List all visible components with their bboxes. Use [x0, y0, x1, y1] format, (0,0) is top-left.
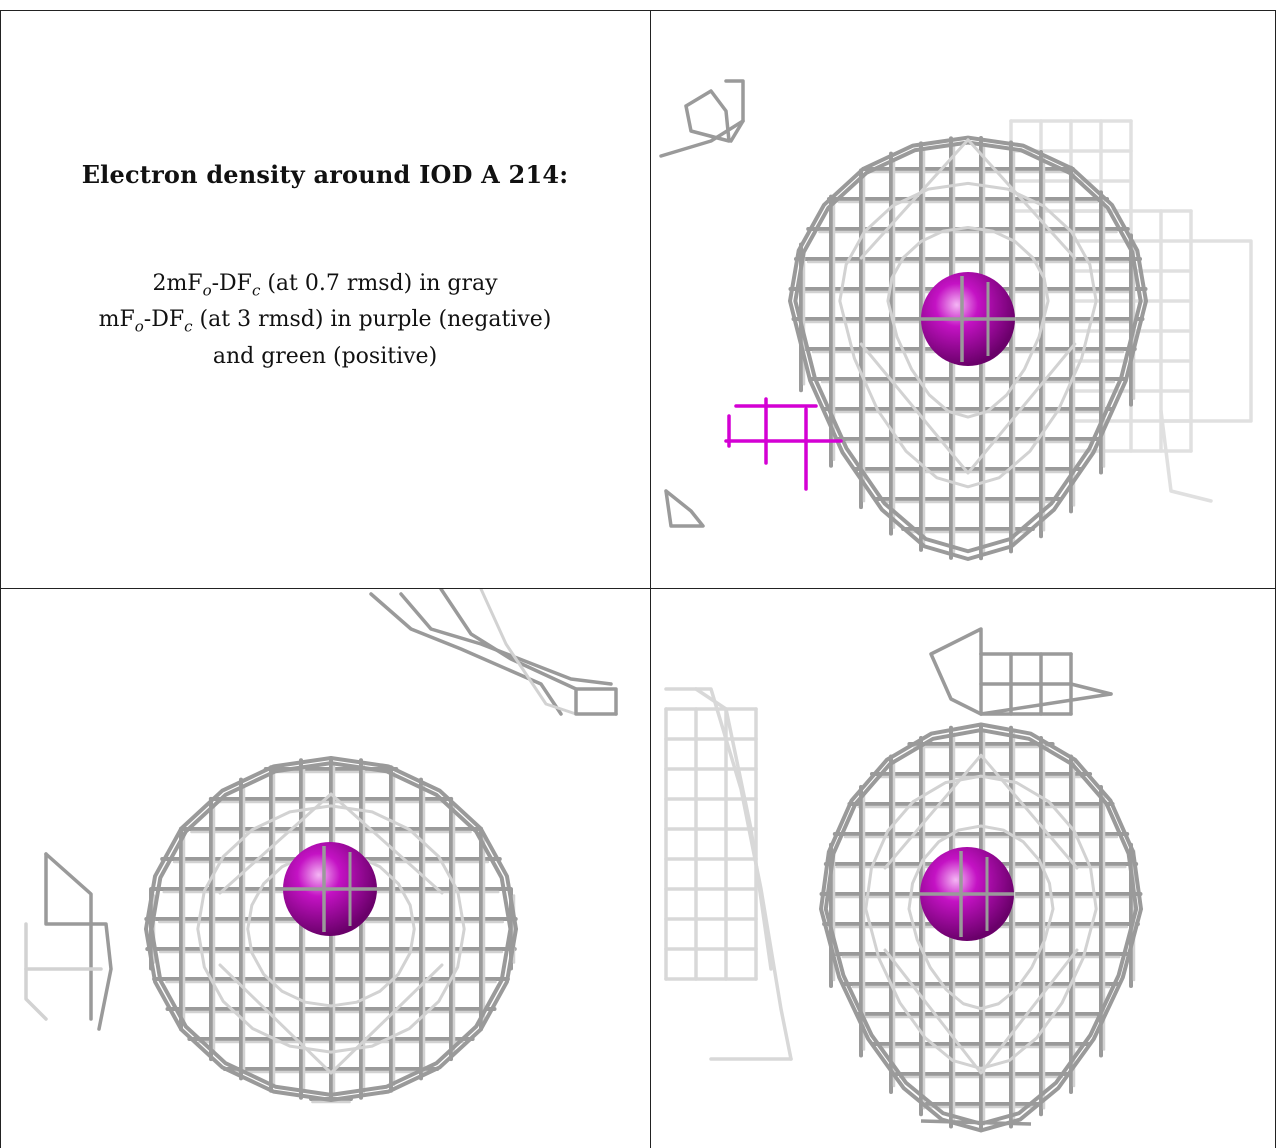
mesh-contour — [196, 804, 466, 1054]
table-center-rule — [650, 10, 651, 1148]
mesh-contour — [864, 774, 1098, 1070]
caption-cell: Electron density around IOD A 214: 2mFo-… — [30, 160, 620, 372]
mesh-strand — [929, 627, 1113, 716]
iodine-atom-sphere — [283, 842, 377, 936]
mesh-contour — [823, 728, 1139, 1126]
mesh-fragment — [659, 79, 745, 528]
mesh-inner — [218, 792, 444, 895]
table-left-rule — [0, 10, 1, 1148]
mesh-fragment — [24, 589, 618, 1031]
light-mesh-fragment — [664, 687, 793, 1061]
caption-line-1-sub-c: c — [251, 281, 261, 300]
gray-density-mesh — [144, 756, 518, 1104]
gray-density-mesh — [788, 135, 1148, 561]
mesh-contour — [886, 225, 1050, 419]
caption-line-2-a: mF — [98, 307, 135, 333]
mesh-strand — [664, 489, 705, 528]
caption-line-1-b: -DF — [211, 271, 252, 296]
top-right-density-render — [659, 79, 1253, 561]
mesh-strand — [659, 119, 745, 158]
purple-negative-mesh — [724, 397, 843, 491]
iodine-atom-sphere — [921, 272, 1015, 366]
light-mesh-strand — [694, 687, 773, 971]
bottom-left-view — [1, 589, 650, 1148]
mesh-strand — [439, 589, 618, 716]
mesh-contour — [838, 181, 1098, 489]
mesh-strand — [24, 922, 48, 1021]
mesh-strand — [44, 852, 93, 1021]
mesh-strand — [479, 589, 578, 716]
mesh-inner — [883, 948, 1079, 1075]
caption-line-3: and green (positive) — [212, 343, 438, 369]
caption-line-1-a: 2mF — [152, 271, 203, 296]
mesh-contour — [149, 761, 513, 1097]
caption-line-2: mFo-DFc (at 3 rmsd) in purple (negative) — [30, 305, 620, 341]
mesh-contour — [907, 824, 1055, 1011]
table-middle-rule — [0, 588, 1276, 589]
mesh-fragment — [929, 627, 1113, 716]
top-right-view — [651, 11, 1275, 588]
mesh-strand — [369, 592, 563, 716]
caption-title: Electron density around IOD A 214: — [81, 160, 569, 189]
caption-line-2-sub-o: o — [134, 317, 144, 336]
mesh-strand — [399, 592, 613, 686]
table-top-rule — [0, 10, 1276, 11]
bottom-right-density-render — [664, 627, 1143, 1133]
mesh-strand — [920, 1119, 1032, 1126]
light-mesh-strand — [664, 687, 793, 1061]
mesh-contour — [788, 135, 1148, 561]
mesh-inner — [218, 963, 444, 1075]
caption-line-1-sub-o: o — [202, 281, 212, 300]
light-mesh-strand — [1159, 239, 1253, 423]
mesh-inner — [859, 342, 1077, 475]
mesh-contour — [793, 140, 1143, 554]
mesh-strand — [1069, 682, 1113, 696]
mesh-contour — [819, 722, 1143, 1133]
mesh-strand — [44, 852, 113, 1031]
mesh-inner — [859, 138, 1077, 260]
mesh-inner — [883, 753, 1079, 870]
bottom-right-view — [651, 589, 1275, 1148]
caption-line-2-b: -DF — [143, 307, 185, 333]
caption-line-1-c: (at 0.7 rmsd) in gray — [260, 271, 498, 296]
mesh-strand — [574, 687, 618, 716]
caption-line-2-c: (at 3 rmsd) in purple (negative) — [192, 307, 552, 333]
caption-line-2-sub-c: c — [184, 317, 193, 336]
mesh-strand — [724, 79, 745, 143]
light-mesh-strand — [1159, 409, 1213, 503]
iodine-atom-sphere — [920, 847, 1032, 1126]
mesh-contour — [144, 756, 518, 1102]
bottom-left-density-render — [24, 589, 618, 1104]
mesh-contour — [246, 850, 416, 1008]
mesh-strand — [684, 89, 731, 143]
caption-line-1: 2mFo-DFc (at 0.7 rmsd) in gray — [30, 269, 620, 305]
